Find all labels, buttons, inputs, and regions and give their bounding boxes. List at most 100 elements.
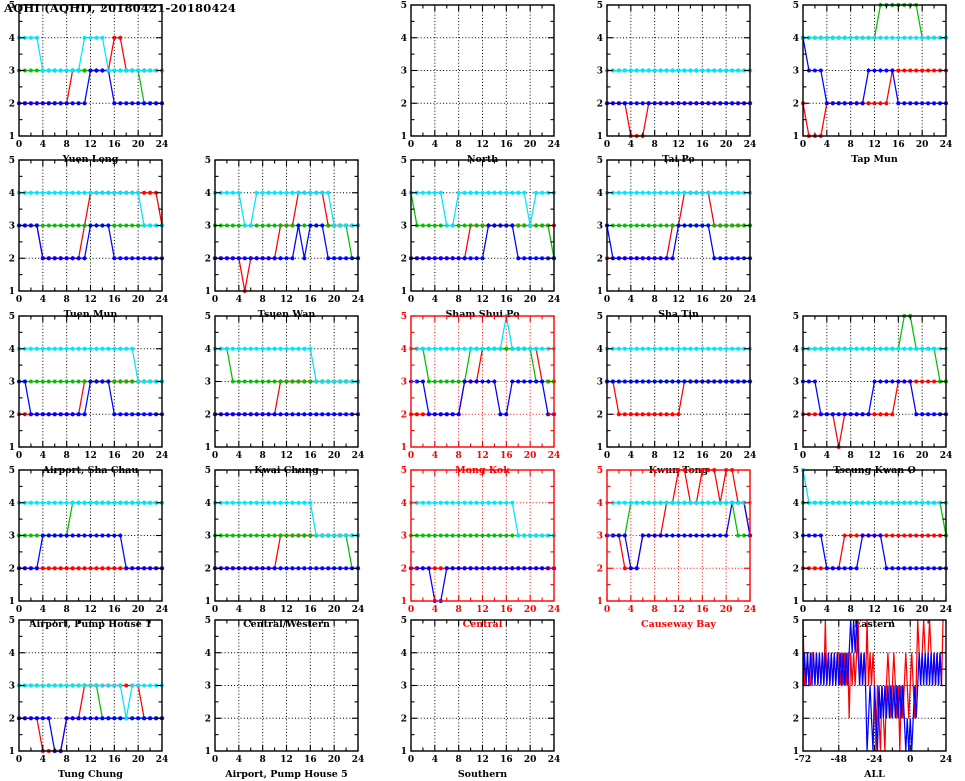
series-marker-blue: [314, 566, 319, 571]
x-tick-label: 16: [108, 140, 121, 150]
x-tick-label: 8: [260, 605, 266, 615]
series-marker-cyan: [308, 500, 313, 505]
series-marker-blue: [528, 566, 533, 571]
y-tick-label: 2: [9, 564, 15, 574]
series-marker-green: [40, 223, 45, 228]
series-marker-cyan: [438, 346, 443, 351]
x-tick-label: 0: [16, 451, 22, 461]
series-marker-cyan: [52, 683, 57, 688]
x-tick-label: 16: [304, 451, 317, 461]
x-tick-label: 16: [892, 605, 905, 615]
series-marker-blue: [106, 223, 111, 228]
x-tick-label: 20: [720, 295, 733, 305]
panel-tsuen-wan: 0 4 8 12 16 20 24 1 2 3 4 5 Tsuen Wan: [196, 154, 366, 321]
series-marker-cyan: [40, 346, 45, 351]
series-marker-cyan: [147, 68, 153, 73]
series-marker-cyan: [236, 346, 241, 351]
x-tick-label: 24: [548, 295, 561, 305]
series-marker-blue: [486, 223, 491, 228]
series-marker-blue: [332, 412, 337, 417]
series-marker-cyan: [82, 35, 87, 40]
series-marker-blue: [682, 533, 687, 538]
series-marker-red: [818, 566, 823, 571]
series-marker-blue: [510, 223, 515, 228]
series-marker-blue: [730, 256, 735, 261]
series-marker-cyan: [931, 35, 937, 40]
series-marker-blue: [82, 256, 87, 261]
series-marker-green: [254, 533, 259, 538]
x-tick-label: 4: [236, 295, 242, 305]
series-marker-cyan: [920, 346, 925, 351]
series-marker-blue: [700, 379, 705, 384]
panel-airport-sha-chau: 0 4 8 12 16 20 24 1 2 3 4 5 Airport, Sha Chau: [0, 310, 170, 477]
series-marker-cyan: [136, 190, 141, 195]
series-marker-cyan: [338, 223, 343, 228]
series-marker-cyan: [652, 190, 657, 195]
series-marker-cyan: [136, 500, 141, 505]
series-marker-blue: [130, 412, 135, 417]
series-marker-blue: [474, 566, 479, 571]
series-marker-cyan: [64, 500, 69, 505]
series-marker-cyan: [28, 683, 34, 688]
x-tick-label: 16: [108, 295, 121, 305]
series-marker-blue: [142, 412, 147, 417]
y-tick-label: 1: [9, 132, 15, 142]
series-marker-blue: [634, 256, 639, 261]
series-marker-cyan: [462, 190, 467, 195]
y-tick-label: 5: [9, 312, 15, 322]
series-marker-cyan: [706, 500, 711, 505]
y-tick-label: 3: [9, 682, 15, 692]
series-marker-cyan: [118, 68, 123, 73]
series-marker-cyan: [884, 346, 889, 351]
series-marker-blue: [450, 412, 455, 417]
series-marker-blue: [492, 379, 497, 384]
series-marker-cyan: [676, 190, 681, 195]
series-marker-blue: [670, 533, 675, 538]
series-marker-blue: [82, 101, 87, 106]
series-marker-blue: [539, 379, 545, 384]
series-marker-cyan: [124, 346, 129, 351]
y-tick-label: 3: [205, 532, 211, 542]
series-marker-cyan: [28, 346, 34, 351]
x-tick-label: 0: [800, 140, 806, 150]
series-marker-cyan: [462, 346, 467, 351]
series-marker-green: [634, 223, 639, 228]
series-marker-blue: [438, 256, 443, 261]
x-tick-label: 20: [524, 755, 537, 765]
series-marker-red: [64, 566, 69, 571]
series-marker-blue: [628, 566, 633, 571]
series-marker-cyan: [314, 190, 319, 195]
series-marker-green: [82, 379, 87, 384]
series-marker-cyan: [664, 500, 669, 505]
x-tick-label: 0: [408, 140, 414, 150]
x-tick-label: 12: [476, 605, 489, 615]
series-marker-green: [58, 379, 63, 384]
series-marker-green: [290, 379, 295, 384]
y-tick-label: 1: [9, 747, 15, 757]
series-marker-blue: [40, 716, 45, 721]
series-marker-blue: [634, 101, 639, 106]
series-marker-blue: [296, 223, 301, 228]
series-marker-cyan: [326, 533, 331, 538]
series-marker-green: [456, 379, 461, 384]
series-marker-blue: [498, 223, 503, 228]
series-marker-green: [450, 533, 455, 538]
series-marker-blue: [480, 379, 485, 384]
series-marker-red: [842, 533, 847, 538]
x-tick-label: 16: [500, 605, 513, 615]
series-marker-cyan: [320, 533, 325, 538]
series-marker-green: [254, 379, 259, 384]
y-tick-label: 1: [9, 287, 15, 297]
x-tick-label: 16: [500, 295, 513, 305]
series-marker-blue: [130, 716, 135, 721]
series-marker-blue: [136, 716, 141, 721]
series-marker-cyan: [516, 346, 521, 351]
x-tick-label: 8: [456, 451, 462, 461]
series-marker-cyan: [94, 35, 99, 40]
series-marker-cyan: [266, 346, 271, 351]
series-marker-green: [444, 379, 449, 384]
series-marker-cyan: [254, 190, 259, 195]
series-marker-green: [456, 223, 461, 228]
series-marker-blue: [818, 68, 823, 73]
x-tick-label: 16: [108, 605, 121, 615]
